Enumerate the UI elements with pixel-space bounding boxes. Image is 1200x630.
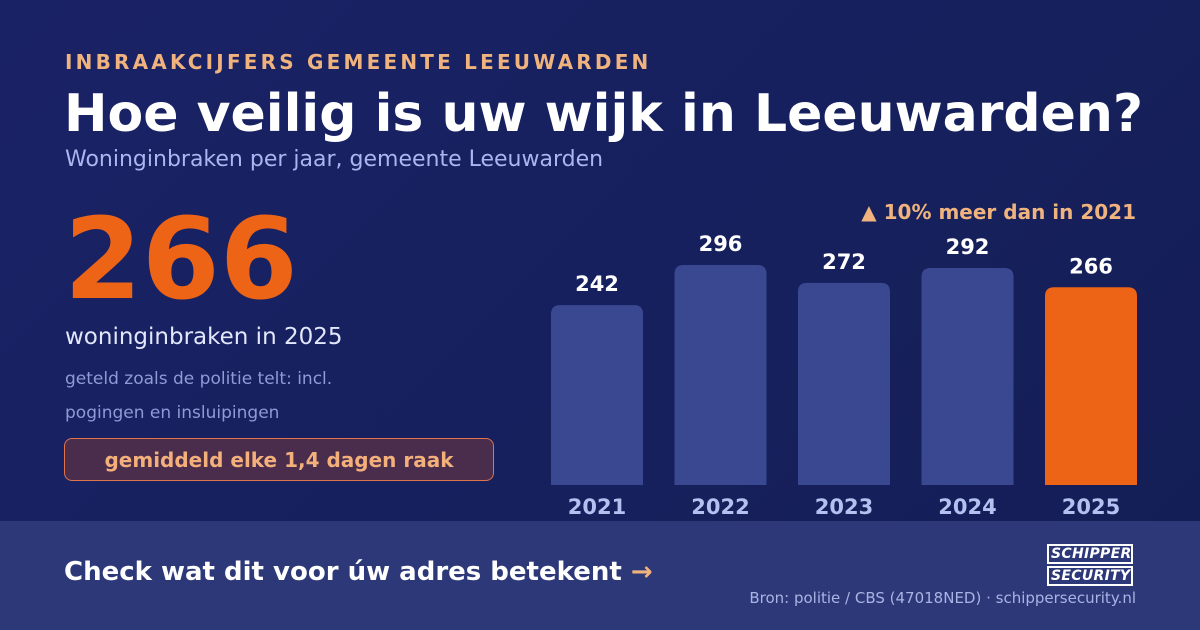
value-label-2023: 272 [822, 250, 866, 274]
bar-2024 [921, 267, 1014, 485]
bar-2025 [1045, 287, 1137, 485]
bar-2021 [551, 305, 643, 485]
category-label-2021: 2021 [568, 495, 626, 519]
category-label-2024: 2024 [938, 495, 996, 519]
value-label-2022: 296 [699, 232, 743, 256]
bar-2023 [798, 282, 890, 485]
cta-text: Check wat dit voor úw adres betekent [64, 557, 622, 587]
bar-chart: 242 2021 296 2022 272 2023 292 2024 266 2025 [551, 232, 1137, 519]
logo-line-1: SCHIPPER [1047, 544, 1133, 564]
bottom-bar [0, 521, 1200, 630]
category-label-2025: 2025 [1062, 495, 1120, 519]
category-label-2022: 2022 [691, 495, 749, 519]
logo-line-2: SECURITY [1047, 566, 1133, 586]
brand-logo: SCHIPPER SECURITY [1047, 544, 1133, 586]
bar-2022 [674, 265, 767, 485]
source-credit: Bron: politie / CBS (47018NED) · schippe… [749, 589, 1136, 607]
value-label-2021: 242 [575, 272, 619, 296]
page-subtitle: Woninginbraken per jaar, gemeente Leeuwa… [65, 147, 604, 172]
change-indicator: ▲ 10% meer dan in 2021 [861, 200, 1136, 224]
kicker-label: INBRAAKCIJFERS GEMEENTE LEEUWARDEN [65, 50, 652, 74]
cta-link[interactable]: Check wat dit voor úw adres betekent → [64, 557, 653, 587]
frequency-badge: gemiddeld elke 1,4 dagen raak [64, 438, 494, 481]
highlight-label: woninginbraken in 2025 [65, 324, 343, 350]
highlight-number: 266 [64, 195, 298, 325]
arrow-right-icon: → [630, 557, 653, 587]
counting-note: geteld zoals de politie telt: incl. pogi… [65, 369, 333, 423]
value-label-2025: 266 [1069, 254, 1113, 278]
category-label-2023: 2023 [815, 495, 873, 519]
value-label-2024: 292 [946, 235, 990, 259]
page-title: Hoe veilig is uw wijk in Leeuwarden? [64, 84, 1144, 144]
